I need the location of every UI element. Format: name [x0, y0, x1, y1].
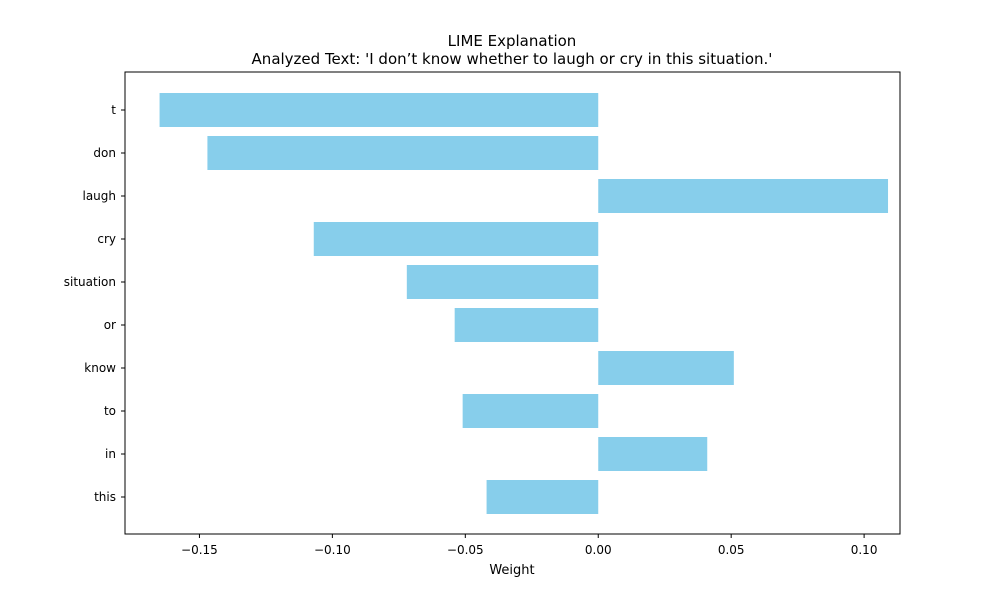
bar-know [598, 351, 734, 385]
y-tick-label: don [93, 146, 116, 160]
x-tick-label: −0.15 [181, 543, 218, 557]
y-tick-label: situation [64, 275, 116, 289]
y-tick-label: laugh [82, 189, 116, 203]
bar-t [159, 93, 599, 127]
y-ticks-group: t don laugh cry situation or know to in this [64, 103, 125, 504]
x-tick-label: −0.05 [447, 543, 484, 557]
y-tick-label: this [94, 490, 116, 504]
y-tick-label: or [104, 318, 116, 332]
chart-title: LIME Explanation [448, 32, 577, 50]
y-tick-label: in [105, 447, 116, 461]
bar-laugh [598, 179, 889, 213]
bar-in [598, 437, 708, 471]
y-tick-label: t [111, 103, 116, 117]
bars-group [159, 93, 889, 514]
x-tick-label: −0.10 [314, 543, 351, 557]
chart-subtitle: Analyzed Text: 'I don’t know whether to … [252, 50, 773, 68]
y-tick-label: to [104, 404, 116, 418]
x-tick-label: 0.10 [851, 543, 878, 557]
bar-situation [406, 265, 599, 299]
x-ticks-group: −0.15 −0.10 −0.05 0.00 0.05 0.10 [181, 534, 877, 557]
y-tick-label: know [84, 361, 116, 375]
plot-frame [124, 71, 901, 535]
bar-don [207, 136, 599, 170]
bar-this [486, 480, 599, 514]
bar-to [462, 394, 599, 428]
y-tick-label: cry [97, 232, 116, 246]
x-tick-label: 0.00 [585, 543, 612, 557]
x-tick-label: 0.05 [718, 543, 745, 557]
x-axis-label: Weight [489, 563, 534, 578]
bar-or [454, 308, 599, 342]
bar-cry [313, 222, 599, 256]
